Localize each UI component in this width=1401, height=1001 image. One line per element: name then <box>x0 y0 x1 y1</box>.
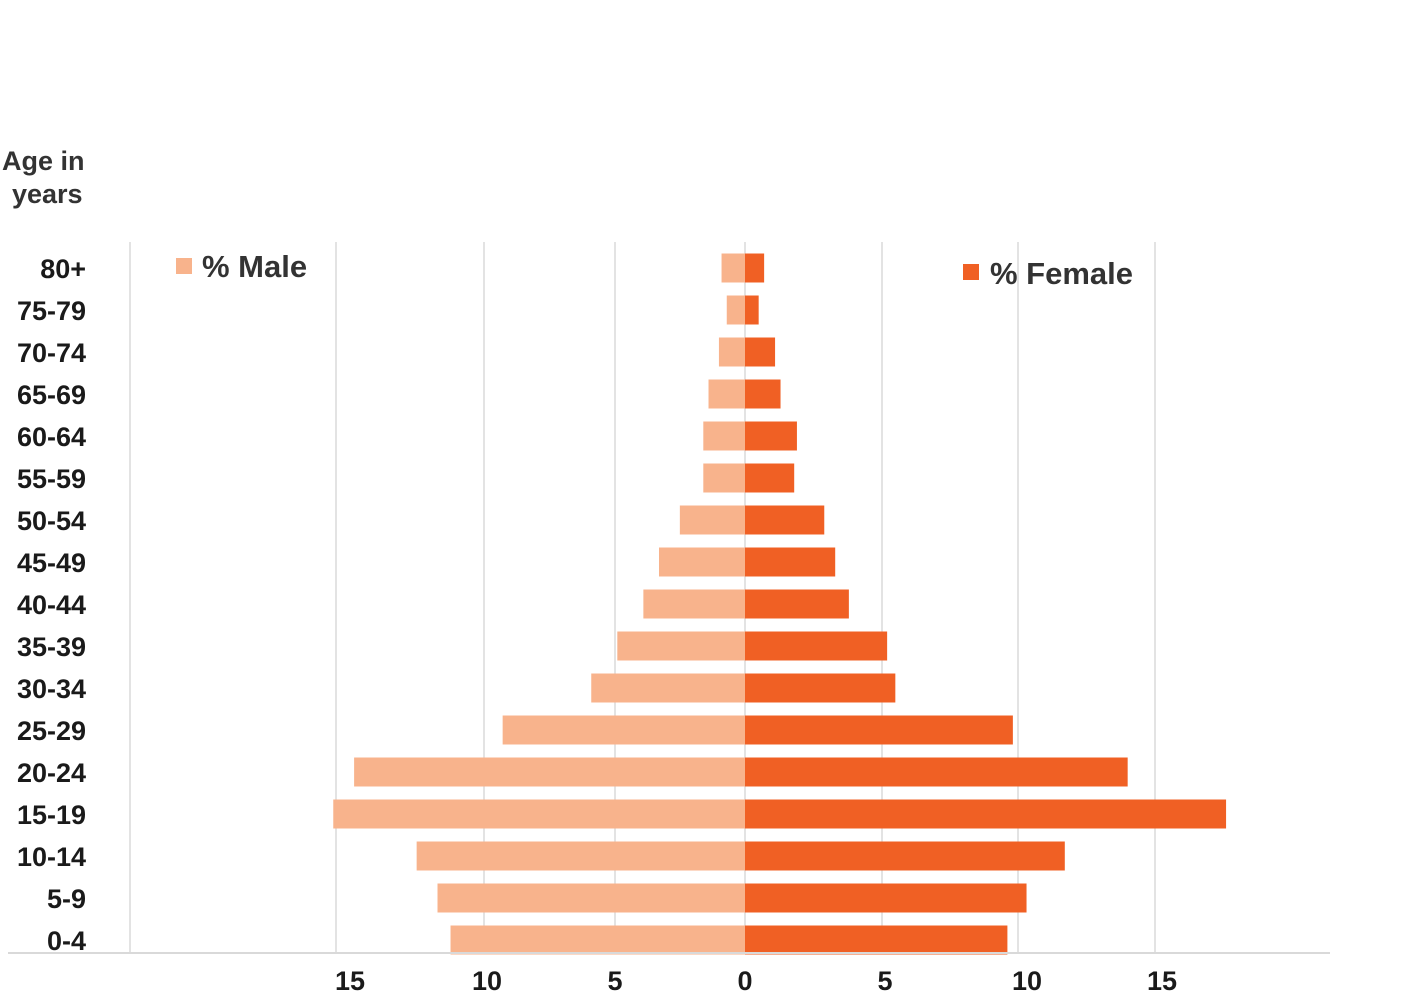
legend-label-male: % Male <box>202 249 307 284</box>
category-label: 45-49 <box>17 548 86 578</box>
male-bar-70-74 <box>718 337 745 367</box>
category-label: 70-74 <box>17 338 86 368</box>
category-label: 40-44 <box>17 590 86 620</box>
legend: % Male % Female <box>176 249 1133 291</box>
category-label: 55-59 <box>17 464 86 494</box>
y-axis-title-line-2: years <box>12 179 83 209</box>
male-bar-5-9 <box>437 883 745 913</box>
female-bar-75-79 <box>745 295 759 325</box>
male-bar-45-49 <box>659 547 745 577</box>
male-bar-20-24 <box>354 757 745 787</box>
category-label: 80+ <box>40 254 86 284</box>
male-tick-label: 10 <box>472 966 502 996</box>
female-bar-45-49 <box>745 547 836 577</box>
category-label: 20-24 <box>17 758 86 788</box>
bars <box>333 253 1227 955</box>
male-bar-30-34 <box>591 673 745 703</box>
male-tick-label: 5 <box>607 966 622 996</box>
female-bar-40-44 <box>745 589 849 619</box>
category-label: 10-14 <box>17 842 86 872</box>
female-tick-label: 15 <box>1147 966 1177 996</box>
male-bar-75-79 <box>726 295 745 325</box>
female-bar-55-59 <box>745 463 795 493</box>
category-label: 0-4 <box>47 926 86 956</box>
legend-swatch-female <box>963 264 979 280</box>
female-bar-5-9 <box>745 883 1027 913</box>
female-bar-50-54 <box>745 505 825 535</box>
female-bar-10-14 <box>745 841 1065 871</box>
male-bar-35-39 <box>617 631 745 661</box>
male-bar-25-29 <box>502 715 745 745</box>
female-bar-80+ <box>745 253 765 283</box>
male-bar-55-59 <box>703 463 745 493</box>
male-bar-60-64 <box>703 421 745 451</box>
male-bar-40-44 <box>643 589 745 619</box>
category-label: 50-54 <box>17 506 86 536</box>
female-tick-label: 5 <box>877 966 892 996</box>
female-bar-60-64 <box>745 421 797 451</box>
category-label: 30-34 <box>17 674 86 704</box>
tick-labels: 15 10 5 0 5 10 15 <box>335 966 1177 996</box>
category-label: 35-39 <box>17 632 86 662</box>
male-tick-label: 15 <box>335 966 365 996</box>
male-bar-80+ <box>721 253 745 283</box>
legend-label-female: % Female <box>990 256 1133 291</box>
female-bar-0-4 <box>745 925 1008 955</box>
female-bar-70-74 <box>745 337 776 367</box>
female-bar-35-39 <box>745 631 888 661</box>
female-bar-65-69 <box>745 379 781 409</box>
category-label: 65-69 <box>17 380 86 410</box>
male-bar-0-4 <box>450 925 745 955</box>
female-bar-20-24 <box>745 757 1128 787</box>
category-label: 5-9 <box>47 884 86 914</box>
male-bar-65-69 <box>708 379 745 409</box>
female-bar-15-19 <box>745 799 1227 829</box>
category-label: 60-64 <box>17 422 86 452</box>
male-bar-15-19 <box>333 799 745 829</box>
category-labels: 80+ 75-79 70-74 65-69 60-64 55-59 50-54 45-49 40… <box>17 254 86 956</box>
male-tick-label: 0 <box>737 966 752 996</box>
legend-swatch-male <box>176 258 192 274</box>
category-label: 75-79 <box>17 296 86 326</box>
male-bar-50-54 <box>679 505 745 535</box>
category-label: 25-29 <box>17 716 86 746</box>
y-axis-title-line-1: Age in <box>2 146 85 176</box>
female-bar-25-29 <box>745 715 1013 745</box>
female-tick-label: 10 <box>1012 966 1042 996</box>
male-bar-10-14 <box>416 841 745 871</box>
female-bar-30-34 <box>745 673 896 703</box>
category-label: 15-19 <box>17 800 86 830</box>
